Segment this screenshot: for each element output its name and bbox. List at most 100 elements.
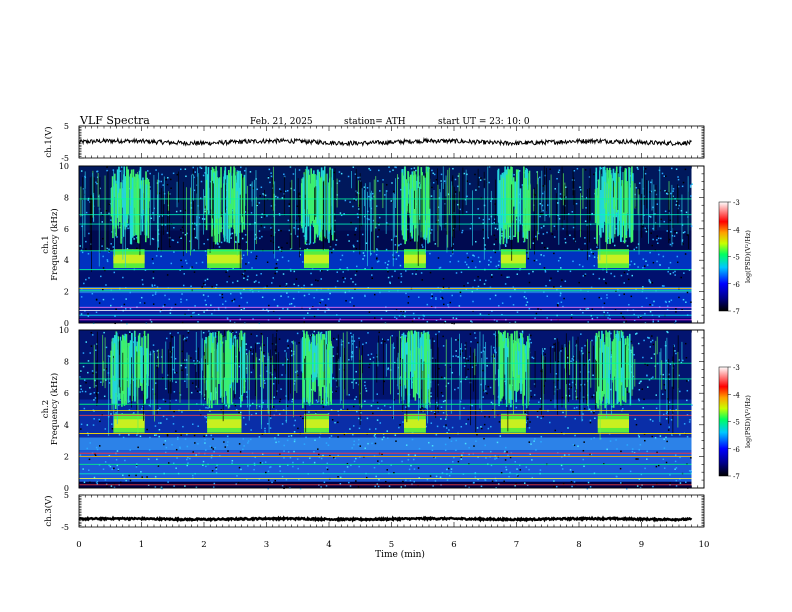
burst-column — [216, 177, 219, 243]
spectral-speckle — [471, 260, 474, 262]
spectral-speckle — [563, 454, 566, 456]
spectral-speckle — [530, 390, 532, 392]
spectral-speckle — [251, 288, 253, 291]
spectral-speckle — [177, 332, 179, 334]
spectral-speckle — [181, 265, 183, 268]
spectral-speckle — [478, 186, 480, 188]
spectral-speckle — [485, 390, 487, 392]
spectral-speckle — [343, 433, 346, 436]
burst-column — [126, 166, 128, 216]
spectral-speckle — [457, 460, 460, 463]
spectral-speckle — [606, 297, 608, 299]
spectral-speckle — [680, 361, 683, 364]
spectral-speckle — [354, 233, 356, 236]
burst-column — [613, 182, 615, 210]
spectral-speckle — [618, 294, 621, 296]
spectral-speckle — [453, 322, 455, 325]
spectral-speckle — [440, 406, 443, 408]
spectral-speckle — [212, 438, 214, 440]
spectral-speckle — [398, 315, 401, 317]
spectral-speckle — [183, 337, 186, 340]
spectral-speckle — [193, 360, 195, 362]
spectral-speckle — [349, 301, 351, 303]
spectral-speckle — [527, 257, 530, 260]
spectral-speckle — [528, 272, 530, 275]
spectral-speckle — [689, 470, 692, 472]
spectral-speckle — [277, 196, 279, 199]
spectral-speckle — [669, 474, 671, 476]
spectral-speckle — [656, 451, 658, 454]
spectral-speckle — [539, 469, 542, 471]
spectral-speckle — [316, 401, 319, 403]
spectral-speckle — [312, 242, 315, 244]
spectral-speckle — [383, 380, 385, 383]
spectral-speckle — [517, 475, 519, 477]
spectral-speckle — [362, 258, 364, 260]
spectral-speckle — [473, 255, 476, 257]
spectral-speckle — [154, 476, 157, 478]
spectral-speckle — [488, 259, 490, 262]
spectral-speckle — [567, 213, 570, 215]
spectral-speckle — [442, 345, 445, 347]
spectral-speckle — [270, 228, 273, 231]
burst-column — [225, 341, 227, 392]
spectral-speckle — [668, 401, 671, 403]
spectral-speckle — [544, 348, 546, 350]
spectral-speckle — [540, 209, 543, 212]
spectral-speckle — [480, 485, 483, 488]
spectral-speckle — [638, 399, 641, 402]
spectral-speckle — [395, 235, 397, 238]
spectral-speckle — [256, 335, 258, 337]
spectral-speckle — [647, 386, 649, 388]
spectral-speckle — [373, 317, 376, 319]
spectral-speckle — [234, 404, 237, 407]
y-tick-label: 10 — [59, 326, 69, 335]
spectral-speckle — [429, 271, 432, 274]
spectral-speckle — [232, 281, 234, 284]
spectral-speckle — [226, 269, 229, 272]
spectral-speckle — [379, 190, 381, 192]
spectral-speckle — [444, 418, 447, 420]
spectral-speckle — [332, 377, 335, 379]
spectral-speckle — [540, 227, 543, 229]
spectral-speckle — [358, 208, 360, 210]
spectral-speckle — [531, 356, 533, 359]
spectral-speckle — [240, 292, 242, 295]
spectral-speckle — [579, 308, 582, 311]
spectral-speckle — [144, 269, 147, 271]
y-tick-label: 5 — [64, 122, 69, 131]
spectral-speckle — [626, 273, 629, 275]
spectral-speckle — [504, 380, 506, 383]
spectral-speckle — [576, 397, 579, 400]
spectral-speckle — [662, 458, 665, 461]
spectral-speckle — [279, 398, 282, 401]
spectral-speckle — [483, 346, 486, 349]
burst-column — [526, 341, 528, 409]
burst-column — [612, 182, 614, 243]
burst-column — [113, 343, 116, 382]
spectral-speckle — [89, 352, 91, 354]
spectral-speckle — [495, 457, 498, 459]
spectral-speckle — [652, 420, 654, 422]
spectral-speckle — [663, 175, 666, 177]
spectral-speckle — [293, 270, 296, 273]
spectral-speckle — [415, 169, 417, 172]
spectral-speckle — [142, 405, 144, 408]
spectral-speckle — [194, 171, 196, 173]
spectral-speckle — [191, 382, 194, 384]
spectral-speckle — [133, 238, 135, 240]
spectral-speckle — [461, 350, 464, 352]
spectral-speckle — [106, 485, 108, 487]
spectral-speckle — [268, 304, 270, 307]
spectral-speckle — [457, 339, 460, 341]
spectral-speckle — [463, 407, 465, 409]
spectral-speckle — [666, 440, 668, 443]
spectral-speckle — [654, 249, 657, 252]
spectral-speckle — [504, 245, 507, 247]
spectral-speckle — [151, 285, 154, 287]
spectral-speckle — [348, 359, 350, 361]
spectral-speckle — [376, 249, 379, 251]
spectral-speckle — [364, 294, 366, 297]
spectral-speckle — [314, 439, 316, 442]
spectral-speckle — [435, 433, 438, 436]
